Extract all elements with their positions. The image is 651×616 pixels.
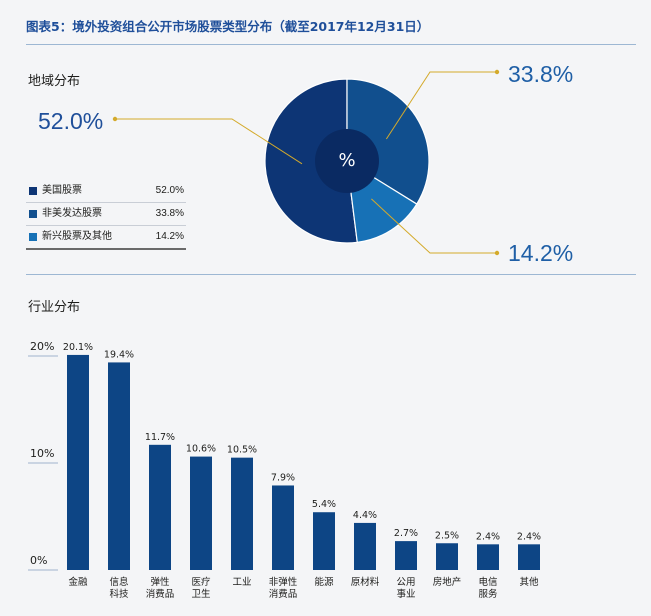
pie-legend: 美国股票 52.0% 非美发达股票 33.8% 新兴股票及其他 14.2% (26, 180, 186, 250)
bar-value-label: 2.5% (435, 530, 459, 541)
legend-item: 美国股票 52.0% (26, 180, 186, 203)
bar (190, 456, 212, 570)
bar (108, 362, 130, 570)
geo-pie-chart: % (112, 69, 500, 256)
legend-item: 非美发达股票 33.8% (26, 203, 186, 226)
section-divider (26, 274, 636, 275)
legend-swatch (29, 187, 37, 195)
pie-center-circle (315, 129, 379, 193)
x-tick-label: 其他 (519, 576, 539, 588)
x-tick-label: 原材料 (351, 576, 380, 588)
x-tick-label: 电信服务 (478, 576, 498, 600)
legend-label: 新兴股票及其他 (42, 231, 112, 242)
y-tick-label: 20% (30, 340, 54, 353)
y-tick-label: 0% (30, 554, 47, 567)
legend-label: 美国股票 (42, 185, 82, 196)
x-tick-label: 信息科技 (109, 576, 129, 600)
x-tick-label: 工业 (232, 577, 251, 588)
x-tick-label: 弹性消费品 (146, 576, 175, 600)
bar-value-label: 2.7% (394, 528, 418, 539)
x-tick-label: 医疗卫生 (191, 576, 211, 600)
pie-leader-dot (494, 250, 500, 256)
bar (313, 512, 335, 570)
bar-value-label: 11.7% (145, 432, 175, 443)
x-tick-label: 金融 (68, 576, 88, 588)
bar-value-label: 20.1% (63, 342, 93, 353)
bar (272, 485, 294, 570)
industry-section-title: 行业分布 (28, 300, 81, 315)
geo-section-title: 地域分布 (28, 74, 81, 89)
pie-value-us: 52.0% (38, 108, 104, 134)
pie-value-developed: 33.8% (508, 61, 574, 87)
pie-leader-line (385, 71, 497, 140)
bar-value-label: 5.4% (312, 499, 336, 510)
legend-value: 33.8% (155, 208, 184, 219)
bar-value-label: 19.4% (104, 349, 134, 360)
bar (149, 444, 171, 570)
pie-leader-dot (494, 69, 500, 75)
bar (231, 457, 253, 570)
y-tick-label: 10% (30, 447, 54, 460)
bar-value-label: 10.6% (186, 444, 216, 455)
page-title: 图表5：境外投资组合公开市场股票类型分布（截至2017年12月31日） (26, 19, 430, 34)
bar-value-label: 10.5% (227, 445, 257, 456)
pie-center-label: % (338, 150, 355, 171)
bar-value-label: 2.4% (476, 531, 500, 542)
bar-value-label: 2.4% (517, 531, 541, 542)
bar (518, 544, 540, 570)
bar-value-label: 4.4% (353, 510, 377, 521)
title-divider (26, 44, 636, 45)
x-tick-label: 公用事业 (396, 577, 415, 600)
bar-value-label: 7.9% (271, 472, 295, 483)
legend-swatch (29, 233, 37, 241)
legend-value: 52.0% (155, 185, 184, 196)
legend-value: 14.2% (155, 231, 184, 242)
bar (477, 544, 499, 570)
pie-slice (264, 78, 358, 244)
pie-leader-dot (112, 116, 118, 122)
bar (354, 522, 376, 570)
pie-leader-line (115, 118, 303, 165)
legend-label: 非美发达股票 (42, 208, 102, 219)
pie-leader-line (371, 198, 497, 254)
x-tick-label: 房地产 (433, 576, 462, 588)
legend-swatch (29, 210, 37, 218)
legend-item: 新兴股票及其他 14.2% (26, 226, 186, 250)
x-tick-label: 能源 (314, 576, 334, 588)
bar (67, 354, 89, 570)
pie-value-emerging: 14.2% (508, 240, 574, 266)
bar (395, 541, 417, 570)
bar (436, 543, 458, 570)
x-tick-label: 非弹性消费品 (269, 576, 298, 600)
